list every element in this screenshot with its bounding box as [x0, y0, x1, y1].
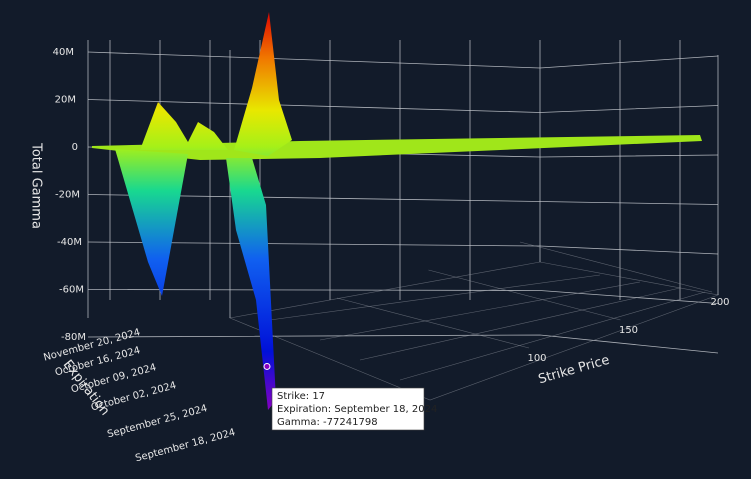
z-tick-label: 40M [53, 47, 74, 58]
tooltip-expiration: Expiration: September 18, 2024 [277, 404, 437, 415]
z-tick-label: -80M [61, 332, 86, 343]
x-tick [519, 241, 713, 293]
x-tick [428, 269, 621, 321]
floor-plane [228, 261, 720, 401]
surface [92, 12, 702, 410]
x-tick-label: 100 [527, 353, 546, 364]
tooltip: Strike: 17 Expiration: September 18, 202… [271, 387, 437, 431]
z-tick-label: -20M [55, 190, 80, 201]
grid-line [87, 51, 719, 69]
x-axis-title: Strike Price [537, 353, 612, 388]
z-tick-label: 0 [72, 142, 78, 153]
z-tick-label: -40M [57, 237, 82, 248]
y-tick-label: September 18, 2024 [134, 427, 236, 464]
grid [87, 40, 719, 354]
floor [87, 40, 720, 401]
z-axis-title: Total Gamma [29, 142, 44, 229]
surface-dip-left [115, 149, 188, 296]
surface-dip-center [226, 158, 276, 410]
tooltip-gamma: Gamma: -77241798 [277, 417, 378, 428]
z-tick-label: 20M [55, 95, 76, 106]
x-tick-label: 200 [710, 297, 729, 308]
grid-line [87, 99, 719, 113]
tooltip-box [271, 387, 425, 431]
surface-sheet [92, 135, 702, 160]
wall-edges [87, 40, 719, 318]
grid-line [87, 334, 719, 354]
z-tick-label: -60M [59, 285, 84, 296]
surface-bump-left [140, 102, 228, 150]
y-tick-label: September 25, 2024 [106, 403, 208, 440]
floor-lines [269, 274, 706, 381]
hover-point [263, 362, 271, 370]
grid-line [87, 241, 719, 255]
grid-line [87, 194, 719, 205]
surface-peak [234, 12, 292, 156]
x-tick-label: 150 [619, 325, 638, 336]
tooltip-strike: Strike: 17 [277, 391, 325, 402]
grid-line [87, 289, 719, 304]
x-tick [336, 297, 530, 349]
